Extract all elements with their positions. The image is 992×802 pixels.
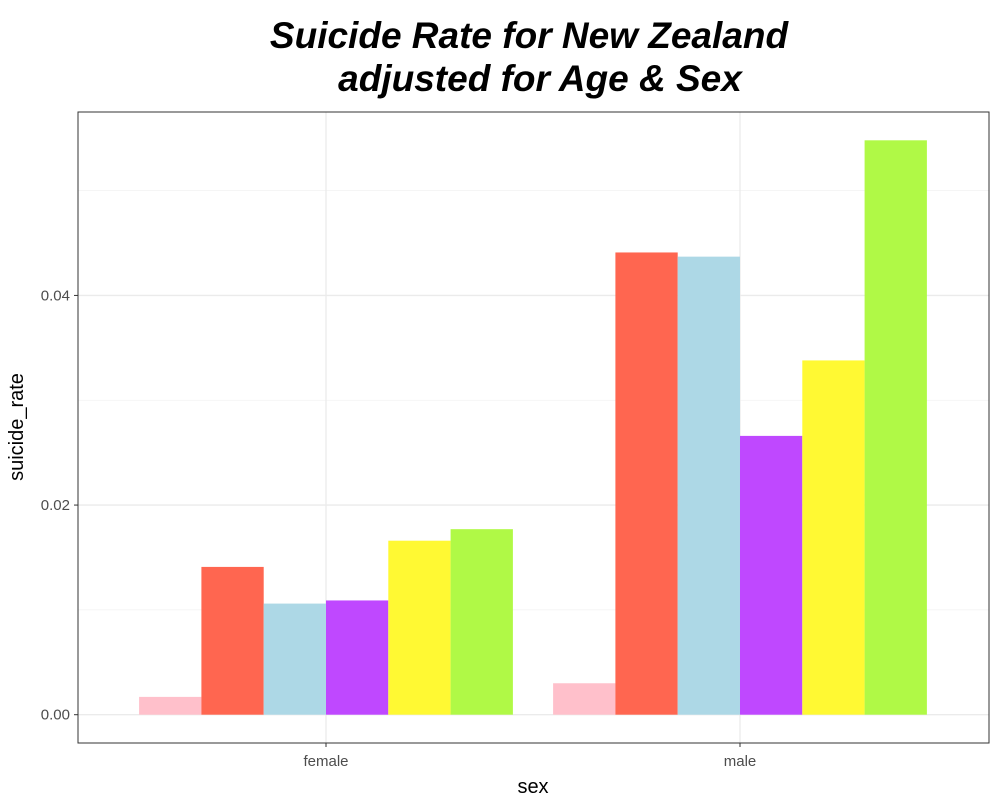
x-tick-label-female: female [303, 753, 348, 770]
bar-male-5 [802, 360, 865, 715]
bar-male-4 [740, 435, 803, 715]
chart-title-line-1: Suicide Rate for New Zealand [270, 15, 790, 56]
bar-female-1 [139, 696, 202, 715]
chart-title-line-2: adjusted for Age & Sex [338, 58, 743, 99]
axis-ticks: 0.00 0.02 0.04 female male [41, 287, 756, 770]
y-tick-label-0: 0.00 [41, 707, 70, 724]
x-tick-label-male: male [724, 753, 757, 770]
bar-female-4 [326, 600, 389, 715]
bar-female-3 [263, 603, 326, 715]
bar-male-3 [677, 256, 740, 715]
bar-female-6 [450, 529, 513, 715]
bar-male-2 [615, 252, 678, 715]
bars [139, 140, 927, 715]
y-axis-title: suicide_rate [6, 373, 28, 481]
bar-male-1 [553, 683, 616, 715]
bar-female-2 [201, 566, 264, 715]
bar-male-6 [864, 140, 927, 715]
plot-panel-border [77, 111, 990, 744]
y-tick-label-1: 0.02 [41, 497, 70, 514]
bar-female-5 [388, 540, 451, 715]
x-axis-title: sex [517, 776, 548, 798]
y-tick-label-2: 0.04 [41, 287, 70, 304]
